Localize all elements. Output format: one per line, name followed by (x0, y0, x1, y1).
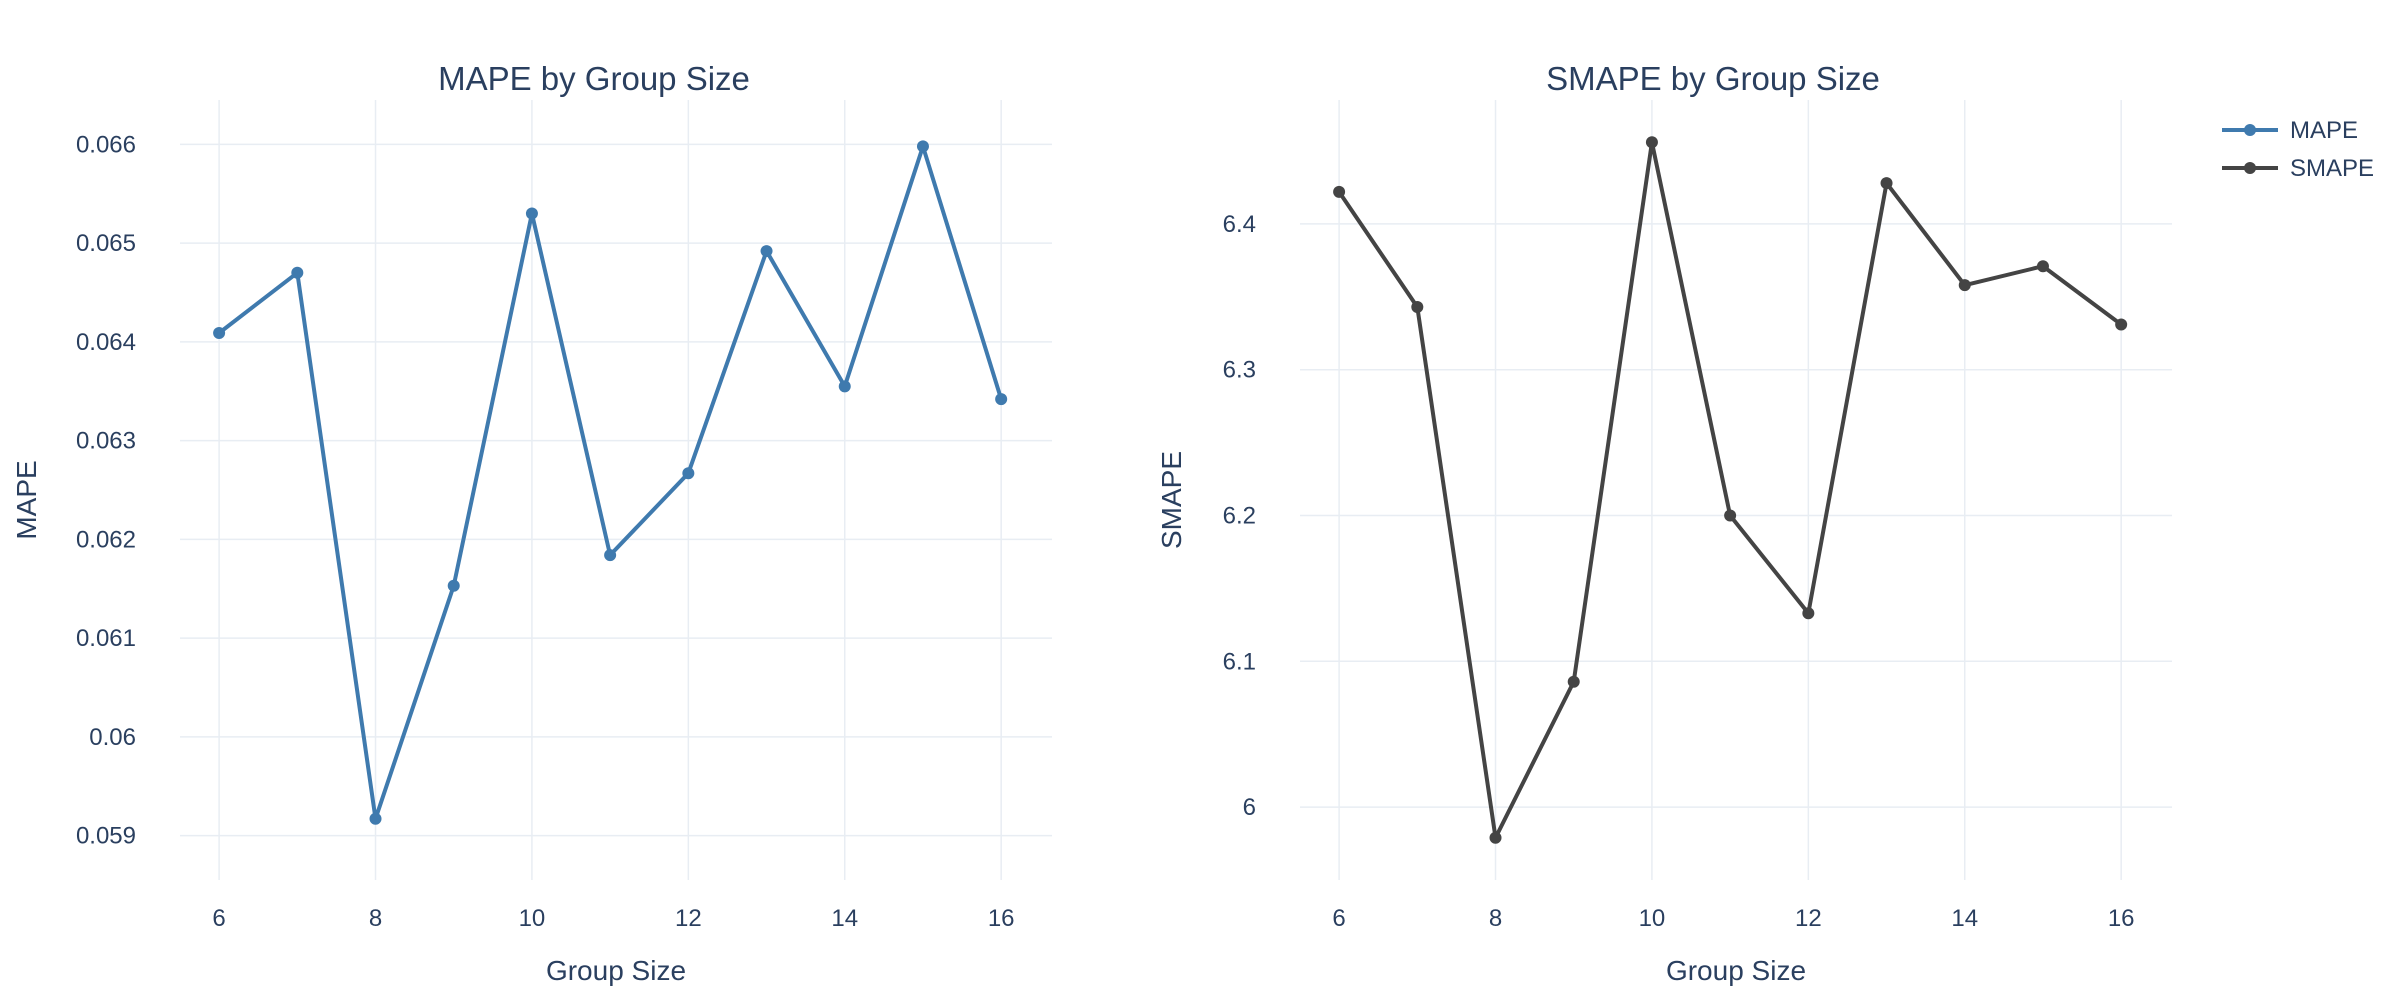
mape-y-axis-title: MAPE (11, 460, 42, 539)
mape-x-tick-label: 10 (519, 905, 546, 932)
smape-data-point[interactable] (1567, 675, 1580, 688)
mape-data-point[interactable] (213, 327, 226, 340)
mape-data-point[interactable] (291, 266, 304, 279)
smape-series-line (1337, 140, 2124, 840)
mape-y-tick-label: 0.062 (76, 526, 136, 553)
mape-y-tick-label: 0.06 (89, 724, 136, 751)
mape-data-point[interactable] (447, 579, 460, 592)
mape-y-tick-label: 0.061 (76, 625, 136, 652)
smape-data-point[interactable] (2036, 260, 2049, 273)
smape-y-tick-label: 6.1 (1223, 648, 1256, 675)
smape-x-axis-title: Group Size (1666, 955, 1806, 986)
mape-chart-title: MAPE by Group Size (438, 60, 750, 97)
smape-data-point[interactable] (1958, 279, 1971, 292)
mape-y-tick-label: 0.059 (76, 823, 136, 850)
legend-smape-swatch-marker (2244, 162, 2256, 174)
smape-y-tick-label: 6.3 (1223, 357, 1256, 384)
legend-mape-swatch-marker (2244, 124, 2256, 136)
mape-data-point[interactable] (838, 380, 851, 393)
mape-data-point[interactable] (604, 549, 617, 562)
smape-x-tick-label: 14 (1951, 905, 1978, 932)
smape-data-point[interactable] (1880, 177, 1893, 190)
smape-x-tick-label: 12 (1795, 905, 1822, 932)
legend-mape-label[interactable]: MAPE (2290, 117, 2358, 144)
mape-y-tick-label: 0.066 (76, 131, 136, 158)
mape-y-tick-label: 0.063 (76, 428, 136, 455)
mape-y-tick-label: 0.064 (76, 329, 136, 356)
mape-y-tick-label: 0.065 (76, 230, 136, 257)
smape-y-axis-title: SMAPE (1156, 451, 1187, 549)
smape-data-point[interactable] (1489, 831, 1502, 844)
smape-y-tick-label: 6.2 (1223, 503, 1256, 530)
mape-panel: 6 8 10 12 14 16 0.059 0.06 0.061 0.062 0.063 0.064 0… (11, 60, 1052, 986)
mape-series-line (217, 144, 1004, 821)
smape-data-point[interactable] (1333, 185, 1346, 198)
mape-data-point[interactable] (916, 140, 929, 153)
smape-x-tick-label: 10 (1639, 905, 1666, 932)
mape-data-point[interactable] (682, 467, 695, 480)
mape-x-tick-label: 16 (988, 905, 1015, 932)
smape-x-tick-label: 8 (1489, 905, 1502, 932)
smape-data-point[interactable] (1645, 136, 1658, 149)
mape-x-tick-label: 14 (831, 905, 858, 932)
smape-x-tick-label: 16 (2108, 905, 2135, 932)
mape-x-axis-title: Group Size (546, 955, 686, 986)
legend: MAPE SMAPE (2222, 117, 2374, 182)
smape-x-tick-label: 6 (1332, 905, 1345, 932)
smape-panel: 6 8 10 12 14 16 6 6.1 6.2 6.3 6.4 SMAPE by Group Si… (1156, 60, 2172, 986)
mape-x-tick-label: 12 (675, 905, 702, 932)
mape-x-tick-label: 8 (369, 905, 382, 932)
smape-y-tick-label: 6 (1243, 794, 1256, 821)
legend-smape-label[interactable]: SMAPE (2290, 155, 2374, 182)
smape-data-point[interactable] (1411, 301, 1424, 314)
mape-x-tick-label: 6 (212, 905, 225, 932)
mape-data-point[interactable] (995, 393, 1008, 406)
smape-chart-title: SMAPE by Group Size (1546, 60, 1880, 97)
smape-data-point[interactable] (2115, 318, 2128, 331)
mape-data-point[interactable] (760, 245, 773, 258)
smape-data-point[interactable] (1802, 607, 1815, 620)
mape-data-point[interactable] (525, 207, 538, 220)
smape-y-tick-label: 6.4 (1223, 211, 1256, 238)
smape-data-point[interactable] (1724, 509, 1737, 522)
mape-data-point[interactable] (369, 812, 382, 825)
